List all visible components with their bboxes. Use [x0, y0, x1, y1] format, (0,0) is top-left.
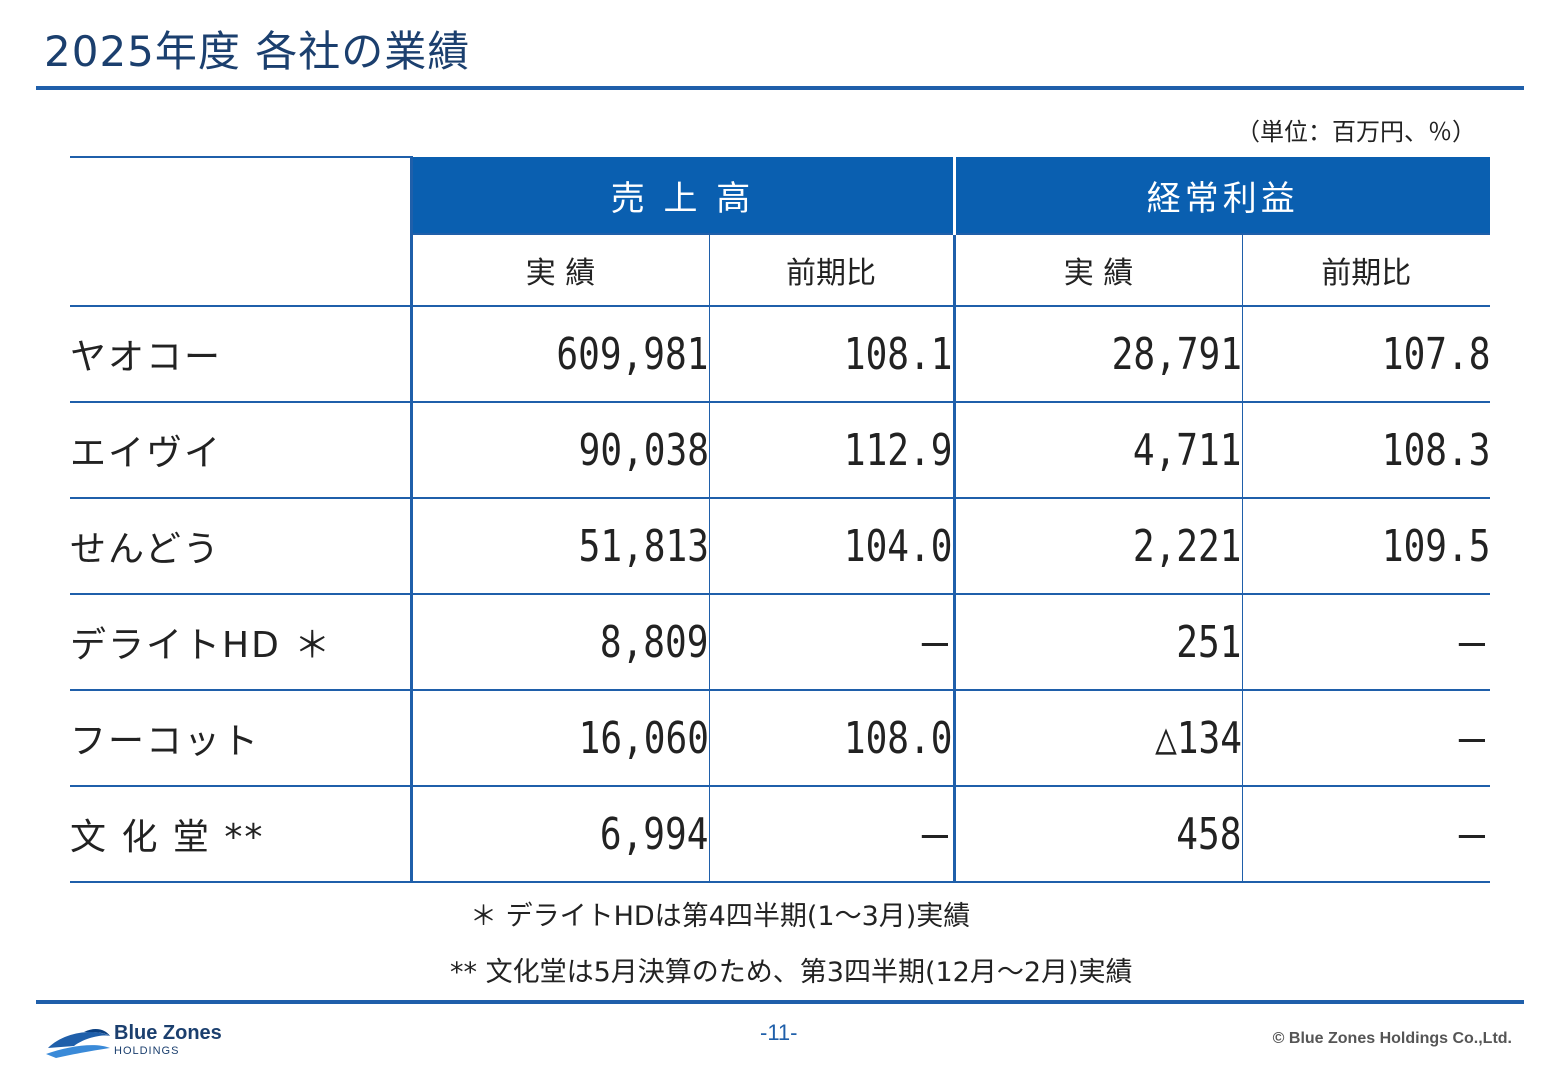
- company-name: せんどう: [70, 497, 411, 594]
- subheader-sales-actual: 実 績: [409, 233, 709, 306]
- logo-name: Blue Zones: [114, 1022, 222, 1044]
- title-divider: [36, 86, 1524, 90]
- company-name: デライトHD ＊: [70, 593, 411, 690]
- sales-actual: 609,981: [556, 328, 709, 380]
- profit-actual: 251: [1176, 616, 1242, 668]
- group-header-ordinary-profit: 経常利益: [952, 157, 1490, 234]
- subheader-profit-yoy: 前期比: [1241, 233, 1490, 306]
- page-number: -11-: [760, 1020, 798, 1045]
- table-row: デライトHD ＊ 8,809 － 251 －: [70, 593, 1490, 690]
- group-header-sales: 売 上 高: [409, 157, 954, 234]
- footnote-delight: ＊ デライトHDは第4四半期(1～3月)実績: [470, 901, 971, 932]
- profit-yoy: －: [1453, 717, 1490, 768]
- sales-yoy: －: [916, 813, 953, 864]
- sales-yoy: 108.1: [843, 328, 953, 380]
- unit-note: （単位：百万円、％）: [1236, 118, 1476, 146]
- performance-table: 売 上 高 経常利益 実 績 前期比 実 績 前期比 ヤオコー 609,981 …: [70, 156, 1490, 883]
- sales-yoy: －: [916, 621, 953, 672]
- sales-actual: 51,813: [578, 520, 709, 572]
- sales-yoy: 108.0: [843, 712, 953, 764]
- company-name: フーコット: [70, 689, 411, 786]
- footer-divider: [36, 1000, 1524, 1004]
- table-row: エイヴイ 90,038 112.9 4,711 108.3: [70, 401, 1490, 498]
- profit-yoy: 109.5: [1381, 520, 1490, 572]
- company-name: ヤオコー: [70, 305, 411, 402]
- blue-zones-logo-icon: [46, 1029, 110, 1058]
- profit-yoy: －: [1453, 621, 1490, 672]
- table-row: フーコット 16,060 108.0 △134 －: [70, 689, 1490, 786]
- page-title: 2025年度 各社の業績: [44, 27, 471, 76]
- sales-yoy: 104.0: [843, 520, 953, 572]
- sales-yoy: 112.9: [843, 424, 953, 476]
- copyright-text: © Blue Zones Holdings Co.,Ltd.: [1272, 1030, 1512, 1047]
- subheader-profit-actual: 実 績: [952, 233, 1242, 306]
- company-name: 文 化 堂 **: [70, 785, 411, 883]
- profit-actual: 28,791: [1111, 328, 1242, 380]
- table-row: せんどう 51,813 104.0 2,221 109.5: [70, 497, 1490, 594]
- profit-yoy: 107.8: [1381, 328, 1490, 380]
- company-name: エイヴイ: [70, 401, 411, 498]
- table-corner-cell-sub: [70, 234, 411, 306]
- sales-actual: 16,060: [578, 712, 709, 764]
- sales-actual: 6,994: [599, 808, 709, 860]
- table-subheader-row: 実 績 前期比 実 績 前期比: [70, 233, 1490, 306]
- profit-actual: △134: [1154, 712, 1242, 764]
- table-row: ヤオコー 609,981 108.1 28,791 107.8: [70, 305, 1490, 402]
- footnote-bunkado: ** 文化堂は5月決算のため、第3四半期(12月～2月)実績: [450, 957, 1133, 988]
- profit-yoy: 108.3: [1381, 424, 1490, 476]
- sales-actual: 8,809: [599, 616, 709, 668]
- profit-actual: 4,711: [1132, 424, 1242, 476]
- table-corner-cell: [70, 156, 411, 234]
- table-row: 文 化 堂 ** 6,994 － 458 －: [70, 785, 1490, 883]
- sales-actual: 90,038: [578, 424, 709, 476]
- table-group-header-row: 売 上 高 経常利益: [70, 156, 1490, 234]
- subheader-sales-yoy: 前期比: [708, 233, 954, 306]
- profit-actual: 2,221: [1132, 520, 1242, 572]
- profit-actual: 458: [1176, 808, 1242, 860]
- logo-subtitle: HOLDINGS: [114, 1045, 180, 1057]
- profit-yoy: －: [1453, 813, 1490, 864]
